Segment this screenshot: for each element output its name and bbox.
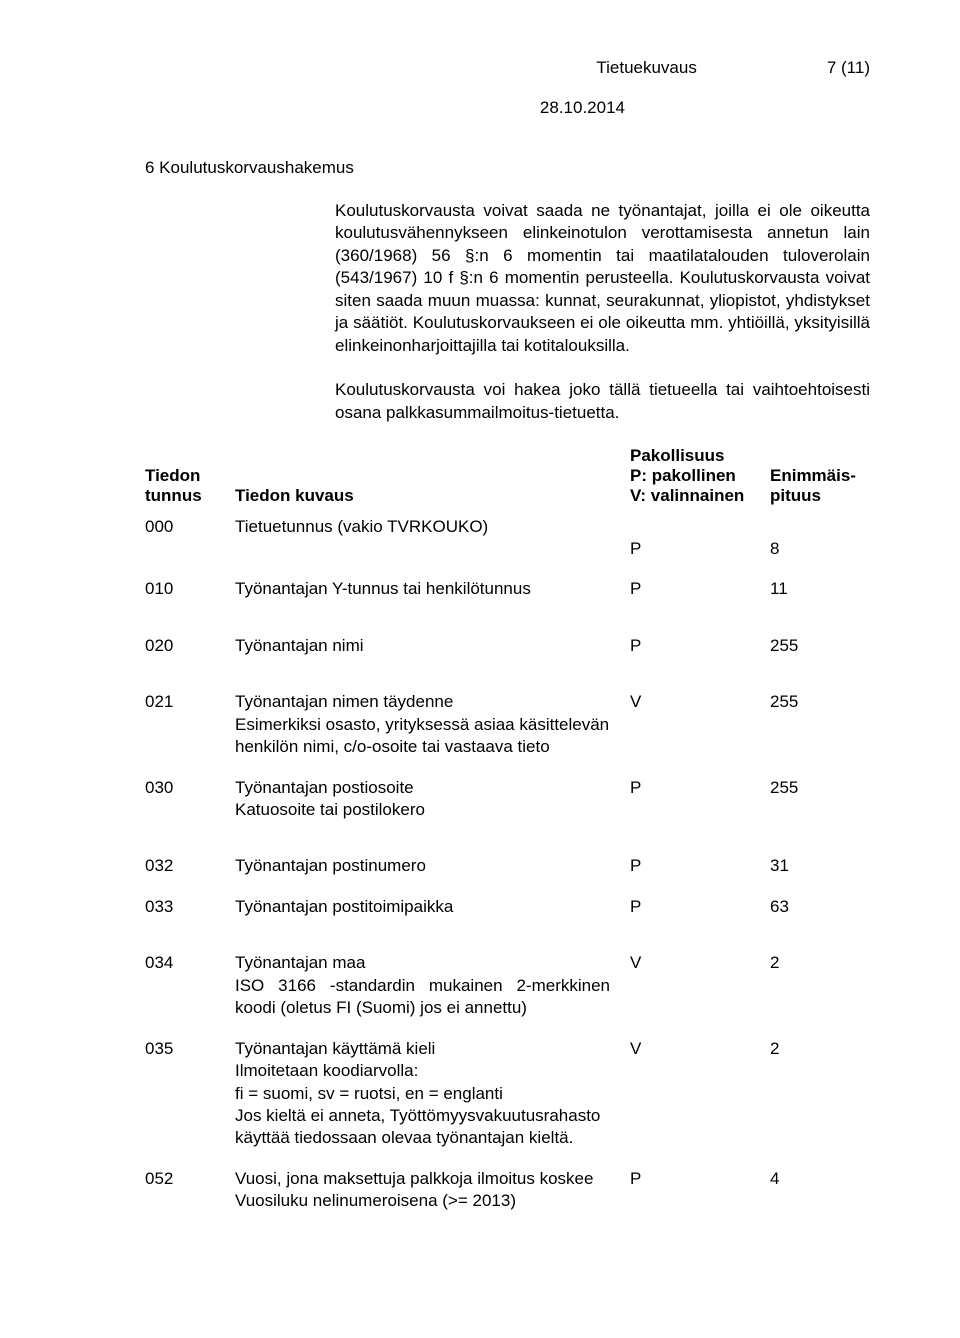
col-pit-l2: pituus xyxy=(770,486,821,505)
col-pak-l3: V: valinnainen xyxy=(630,486,744,505)
cell-label: Työnantajan käyttämä kieliIlmoitetaan ko… xyxy=(235,1038,630,1150)
cell-id: 020 xyxy=(145,635,235,657)
cell-len: 63 xyxy=(770,896,870,918)
table-header-row: Tiedon tunnus Tiedon kuvaus Pakollisuus … xyxy=(145,446,870,506)
cell-len: 255 xyxy=(770,777,870,799)
row-label: Työnantajan postitoimipaikka xyxy=(235,896,610,918)
row-sublabel: Vuosiluku nelinumeroisena (>= 2013) xyxy=(235,1190,610,1212)
cell-len: 255 xyxy=(770,635,870,657)
col-pak-l1: Pakollisuus xyxy=(630,446,724,465)
table-row: 033Työnantajan postitoimipaikka P63 xyxy=(145,896,870,918)
table-row: 010Työnantajan Y-tunnus tai henkilötunnu… xyxy=(145,578,870,600)
table-body: 000Tietuetunnus (vakio TVRKOUKO)P8010Työ… xyxy=(145,516,870,1213)
cell-pv: P xyxy=(630,855,770,877)
cell-pv: V xyxy=(630,691,770,713)
col-pituus: Enimmäis- pituus xyxy=(770,466,870,506)
row-sublabel: Ilmoitetaan koodiarvolla: fi = suomi, sv… xyxy=(235,1060,610,1150)
section-title: 6 Koulutuskorvaushakemus xyxy=(145,158,870,178)
col-tunnus-l2: tunnus xyxy=(145,486,202,505)
table-row: 000Tietuetunnus (vakio TVRKOUKO) P8 xyxy=(145,516,870,560)
cell-id: 034 xyxy=(145,952,235,974)
row-label: Työnantajan nimi xyxy=(235,635,610,657)
doc-type: Tietuekuvaus xyxy=(596,58,696,78)
row-label: Työnantajan käyttämä kieli xyxy=(235,1038,610,1060)
table-row: 035Työnantajan käyttämä kieliIlmoitetaan… xyxy=(145,1038,870,1150)
cell-pv: P xyxy=(630,777,770,799)
cell-len: 31 xyxy=(770,855,870,877)
cell-label: Työnantajan nimen täydenneEsimerkiksi os… xyxy=(235,691,630,758)
cell-id: 030 xyxy=(145,777,235,799)
col-kuvaus-label: Tiedon kuvaus xyxy=(235,486,354,505)
cell-pv: V xyxy=(630,1038,770,1060)
row-label: Työnantajan maa xyxy=(235,952,610,974)
cell-id: 010 xyxy=(145,578,235,600)
cell-pv: P xyxy=(630,516,770,560)
cell-id: 021 xyxy=(145,691,235,713)
row-label: Vuosi, jona maksettuja palkkoja ilmoitus… xyxy=(235,1168,610,1190)
doc-date: 28.10.2014 xyxy=(145,98,870,118)
cell-pv: P xyxy=(630,896,770,918)
cell-label: Työnantajan Y-tunnus tai henkilötunnus xyxy=(235,578,630,600)
col-tunnus-l1: Tiedon xyxy=(145,466,200,485)
table-row: 034Työnantajan maaISO 3166 -standardin m… xyxy=(145,952,870,1019)
table-row: 030Työnantajan postiosoiteKatuosoite tai… xyxy=(145,777,870,822)
cell-label: Työnantajan nimi xyxy=(235,635,630,657)
cell-label: Tietuetunnus (vakio TVRKOUKO) xyxy=(235,516,630,538)
cell-label: Työnantajan postinumero xyxy=(235,855,630,877)
row-label: Työnantajan postiosoite xyxy=(235,777,610,799)
cell-id: 033 xyxy=(145,896,235,918)
cell-label: Työnantajan postiosoiteKatuosoite tai po… xyxy=(235,777,630,822)
page-header: Tietuekuvaus 7 (11) xyxy=(145,58,870,78)
cell-len: 8 xyxy=(770,516,870,560)
row-label: Tietuetunnus (vakio TVRKOUKO) xyxy=(235,516,610,538)
col-pak-l2: P: pakollinen xyxy=(630,466,736,485)
row-sublabel: ISO 3166 -standardin mukainen 2-merkkine… xyxy=(235,975,610,1020)
cell-label: Työnantajan maaISO 3166 -standardin muka… xyxy=(235,952,630,1019)
cell-pv: P xyxy=(630,1168,770,1190)
cell-label: Työnantajan postitoimipaikka xyxy=(235,896,630,918)
cell-id: 032 xyxy=(145,855,235,877)
cell-pv: P xyxy=(630,635,770,657)
cell-label: Vuosi, jona maksettuja palkkoja ilmoitus… xyxy=(235,1168,630,1213)
document-page: Tietuekuvaus 7 (11) 28.10.2014 6 Koulutu… xyxy=(0,0,960,1338)
cell-id: 035 xyxy=(145,1038,235,1060)
cell-id: 000 xyxy=(145,516,235,538)
col-kuvaus: Tiedon kuvaus xyxy=(235,486,630,506)
col-tunnus: Tiedon tunnus xyxy=(145,466,235,506)
intro-paragraph-2: Koulutuskorvausta voi hakea joko tällä t… xyxy=(335,379,870,424)
cell-len: 2 xyxy=(770,1038,870,1060)
row-sublabel: Katuosoite tai postilokero xyxy=(235,799,610,821)
row-sublabel: Esimerkiksi osasto, yrityksessä asiaa kä… xyxy=(235,714,610,759)
cell-len: 255 xyxy=(770,691,870,713)
cell-len: 2 xyxy=(770,952,870,974)
cell-pv: V xyxy=(630,952,770,974)
row-label: Työnantajan nimen täydenne xyxy=(235,691,610,713)
table-row: 021Työnantajan nimen täydenneEsimerkiksi… xyxy=(145,691,870,758)
cell-len: 11 xyxy=(770,578,870,600)
table-row: 052Vuosi, jona maksettuja palkkoja ilmoi… xyxy=(145,1168,870,1213)
page-number: 7 (11) xyxy=(827,58,870,78)
col-pakollisuus: Pakollisuus P: pakollinen V: valinnainen xyxy=(630,446,770,506)
intro-paragraph-1: Koulutuskorvausta voivat saada ne työnan… xyxy=(335,200,870,357)
table-row: 020Työnantajan nimi P255 xyxy=(145,635,870,657)
cell-pv: P xyxy=(630,578,770,600)
row-label: Työnantajan Y-tunnus tai henkilötunnus xyxy=(235,578,610,600)
table-row: 032Työnantajan postinumero P31 xyxy=(145,855,870,877)
col-pit-l1: Enimmäis- xyxy=(770,466,856,485)
cell-id: 052 xyxy=(145,1168,235,1190)
row-label: Työnantajan postinumero xyxy=(235,855,610,877)
cell-len: 4 xyxy=(770,1168,870,1190)
